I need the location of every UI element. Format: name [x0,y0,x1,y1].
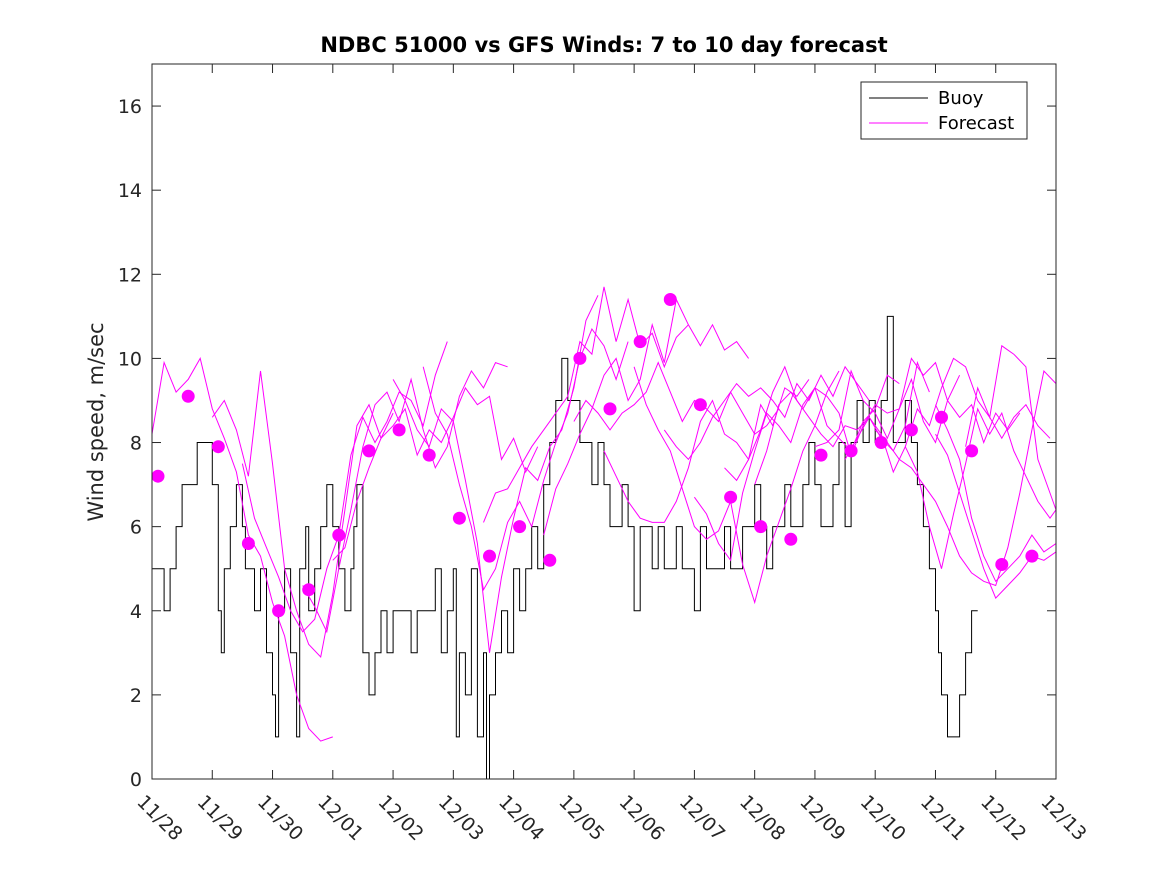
chart-title: NDBC 51000 vs GFS Winds: 7 to 10 day for… [320,33,887,57]
y-tick-label: 14 [118,180,142,202]
forecast-line-5 [332,386,539,561]
forecast-line-2 [211,370,394,659]
forecast-line-19 [874,369,1056,587]
forecast-line-10 [573,361,780,435]
forecast-line-22 [965,344,1056,510]
forecast-line-14 [693,374,900,562]
forecast-point [844,444,858,458]
forecast-point [784,532,798,546]
forecast-line-13 [663,365,870,461]
forecast-point [904,423,918,437]
forecast-line-3 [241,341,448,633]
forecast-line-7 [422,327,629,592]
legend-label-forecast: Forecast [938,113,1014,134]
forecast-line-15 [724,360,930,482]
forecast-point [724,490,738,504]
forecast-point [935,410,948,424]
forecast-point [663,293,677,306]
forecast-point [241,537,255,550]
forecast-line-9 [543,297,750,536]
forecast-point [152,469,165,483]
legend: Buoy Forecast [860,81,1028,140]
forecast-point [633,335,647,349]
forecast-point [754,520,768,534]
y-axis-label: Wind speed, m/sec [84,322,108,521]
forecast-point [814,448,828,462]
forecast-point [211,440,225,454]
forecast-line-20 [904,407,1056,569]
forecast-line-21 [935,404,1056,583]
y-tick-label: 8 [130,433,142,455]
y-tick-label: 4 [130,601,142,623]
forecast-point [272,604,286,618]
forecast-point [995,558,1009,571]
forecast-point [302,583,316,597]
forecast-point [483,549,496,563]
buoy-series-line [152,315,978,779]
forecast-point [452,511,466,525]
forecast-point [513,520,527,534]
forecast-point [422,448,436,462]
y-tick-label: 0 [130,769,142,791]
y-tick-label: 12 [118,264,142,286]
y-tick-label: 6 [130,517,142,539]
forecast-line-16 [754,374,961,485]
forecast-point [362,444,376,458]
forecast-point [603,402,617,416]
axes-box [151,63,1057,780]
forecast-point [874,436,888,449]
y-tick-label: 10 [118,348,142,370]
forecast-point [965,444,979,458]
forecast-line-1 [152,357,333,742]
legend-box [860,81,1028,140]
forecast-line-17 [814,357,1021,448]
forecast-point [573,351,587,365]
forecast-point [1025,549,1039,563]
forecast-line-18 [844,357,1051,474]
forecast-point [693,398,707,412]
y-tick-label: 2 [130,685,142,707]
forecast-point [181,389,195,403]
y-tick-label: 16 [118,96,142,118]
forecast-point [543,553,557,567]
plot-area [152,286,1056,779]
forecast-line-12 [633,366,840,605]
legend-label-buoy: Buoy [938,88,984,109]
forecast-line-8 [483,286,689,523]
forecast-point [332,528,346,542]
forecast-point [392,423,406,437]
